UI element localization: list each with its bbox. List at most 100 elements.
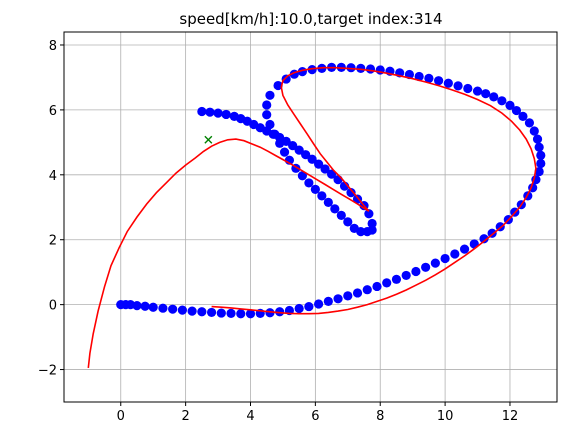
x-tick-label: 10 [437, 409, 454, 424]
course-point [346, 188, 356, 198]
course-point [132, 301, 142, 311]
course-point [364, 209, 374, 219]
course-point [401, 270, 411, 281]
course-point [450, 249, 460, 259]
course-point [317, 191, 327, 201]
course-point [529, 126, 539, 136]
course-point [497, 96, 507, 106]
series-layer [87, 62, 546, 368]
course-point [297, 171, 307, 181]
course-point [221, 109, 231, 120]
y-tick-label: 8 [49, 39, 57, 54]
chart-title: speed[km/h]:10.0,target index:314 [179, 10, 442, 28]
course-point [343, 291, 353, 301]
course-point [356, 227, 366, 237]
y-tick-label: 6 [49, 104, 57, 119]
course-point [411, 266, 421, 277]
course-point [326, 169, 337, 179]
course-point [424, 73, 434, 84]
y-tick-label: 4 [49, 169, 57, 184]
course-point [265, 308, 275, 318]
course-point [226, 308, 236, 318]
course-point [336, 210, 346, 220]
course-point [356, 63, 366, 73]
course-point [229, 111, 239, 121]
course-point [414, 71, 424, 82]
course-point [382, 278, 392, 288]
course-point [391, 274, 402, 284]
course-point [206, 307, 217, 318]
course-point [288, 140, 298, 151]
target-marker [204, 135, 213, 144]
course-point [148, 302, 158, 312]
course-point [279, 147, 290, 157]
course-point [346, 63, 356, 73]
y-tick-label: 0 [49, 299, 57, 314]
y-tick-label: −2 [38, 364, 57, 379]
trajectory-line [87, 66, 537, 368]
course-point [275, 307, 285, 317]
course-point [430, 258, 440, 268]
course-point [307, 154, 317, 164]
plot-frame [63, 31, 558, 403]
course-point [323, 197, 333, 207]
course-point [304, 178, 314, 188]
course-point [453, 81, 463, 91]
course-point [440, 253, 450, 264]
course-point [213, 108, 223, 118]
course-point [197, 106, 207, 117]
course-point [489, 92, 499, 102]
course-point [197, 307, 207, 317]
course-point [304, 301, 314, 312]
course-point [262, 110, 272, 120]
x-tick-label: 8 [376, 409, 384, 424]
x-tick-label: 6 [311, 409, 319, 424]
course-point [314, 159, 324, 169]
course-point [333, 294, 343, 304]
course-point [367, 218, 377, 229]
course-point [421, 262, 431, 272]
course-point [472, 86, 483, 96]
course-point [205, 107, 215, 117]
x-tick-label: 12 [502, 409, 519, 424]
course-point [518, 111, 528, 121]
course-point [536, 158, 546, 169]
course-point [281, 74, 291, 84]
course-point [307, 65, 317, 75]
course-point [479, 234, 489, 244]
course-point [505, 100, 515, 110]
course-point [294, 145, 304, 155]
course-point [140, 301, 150, 311]
course-point [310, 184, 320, 195]
course-point [367, 225, 377, 235]
x-tick-label: 4 [246, 409, 254, 424]
course-point [534, 166, 544, 177]
course-point [463, 83, 473, 94]
x-tick-label: 0 [117, 409, 125, 424]
course-point [481, 89, 491, 99]
course-point [245, 309, 256, 319]
course-point [168, 304, 178, 314]
course-point [262, 100, 272, 110]
course-point [294, 303, 304, 314]
course-point [532, 134, 543, 144]
target-marker-stroke [204, 135, 213, 144]
course-point [187, 306, 197, 316]
course-point [434, 76, 444, 86]
course-point [524, 118, 535, 128]
course-point [323, 296, 333, 306]
course-point [320, 164, 330, 174]
course-point [158, 303, 168, 313]
course-point [534, 142, 544, 152]
course-point [352, 288, 363, 298]
course-point [372, 281, 382, 292]
course-point [343, 217, 353, 227]
course-point [301, 150, 311, 160]
course-point [459, 244, 470, 254]
course-point [536, 150, 546, 160]
course-point [330, 204, 340, 214]
y-tick-label: 2 [49, 234, 57, 249]
course-point [362, 285, 372, 295]
course-point [443, 78, 453, 88]
